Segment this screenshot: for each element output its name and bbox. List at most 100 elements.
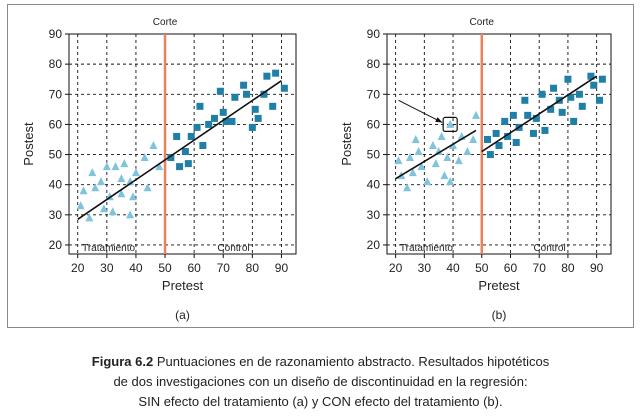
p1-x-tick-label: 20 xyxy=(389,261,403,275)
p1-x-tick-label: 60 xyxy=(504,261,518,275)
caption-line-2: de dos investigaciones con un diseño de … xyxy=(113,374,528,389)
p1-control-point xyxy=(524,111,532,119)
p1-treatment-point xyxy=(443,153,452,162)
p0-treatment-point xyxy=(131,168,140,177)
p0-control-point xyxy=(216,87,224,95)
p1-control-point xyxy=(596,96,604,104)
p1-control-point xyxy=(590,81,598,89)
p1-control-point xyxy=(495,142,503,150)
p0-treatment-point xyxy=(102,162,111,171)
p1-y-tick-label: 70 xyxy=(367,87,381,101)
p0-y-tick-label: 20 xyxy=(49,238,63,252)
p0-control-point xyxy=(280,84,288,92)
p1-y-tick-label: 80 xyxy=(367,57,381,71)
p0-treatment-point xyxy=(79,186,88,195)
p0-treatment-point xyxy=(99,204,108,213)
figure-caption: Figura 6.2 Puntuaciones en de razonamien… xyxy=(0,352,641,412)
p0-y-tick-label: 70 xyxy=(49,87,63,101)
p0-treatment-point xyxy=(155,162,164,171)
p0-treatment-point xyxy=(76,201,85,210)
p0-control-point xyxy=(184,160,192,168)
caption-label: Figura 6.2 xyxy=(91,354,154,369)
p0-control-point xyxy=(222,117,230,125)
p1-treatment-point xyxy=(454,156,463,165)
p1-control-point xyxy=(492,129,500,137)
p1-y-tick-label: 90 xyxy=(367,27,381,41)
p1-control-point xyxy=(486,151,494,159)
p1-treatment-point xyxy=(428,141,437,150)
p0-y-tick-label: 80 xyxy=(49,57,63,71)
p0-x-tick-label: 80 xyxy=(246,261,260,275)
p0-treatment-group-label: Tratamiento xyxy=(82,243,135,254)
p0-treatment-point xyxy=(88,168,97,177)
p0-treatment-point xyxy=(91,183,100,192)
p0-control-point xyxy=(219,108,227,116)
caption-line-3: SIN efecto del tratamiento (a) y CON efe… xyxy=(138,394,503,409)
scatter-panel-a: 20 30 40 50 60 70 80 90 20 30 40 50 60 70 80 90 Corte Tra… xyxy=(21,17,297,322)
p1-treatment-point xyxy=(414,147,423,156)
p1-cutoff-label: Corte xyxy=(470,17,495,28)
p0-control-point xyxy=(251,105,259,113)
p1-y-axis-label: Postest xyxy=(339,122,354,166)
p1-control-point xyxy=(558,108,566,116)
p0-treatment-point xyxy=(111,162,120,171)
p0-panel-label: (a) xyxy=(175,308,190,322)
caption-text-1: Puntuaciones en de razonamiento abstract… xyxy=(156,354,550,369)
p1-control-point xyxy=(547,105,555,113)
p0-control-point xyxy=(269,102,277,110)
p0-regression-line xyxy=(77,80,282,221)
p0-control-point xyxy=(272,69,280,77)
p0-control-point xyxy=(205,120,213,128)
p0-treatment-point xyxy=(149,141,158,150)
p1-control-point xyxy=(578,102,586,110)
p1-control-point xyxy=(501,117,509,125)
p0-control-point xyxy=(173,132,181,140)
p0-y-tick-label: 90 xyxy=(49,27,63,41)
p0-treatment-point xyxy=(129,192,138,201)
p1-plot-area xyxy=(386,33,612,255)
p0-control-point xyxy=(187,132,195,140)
p1-treatment-point xyxy=(423,177,432,186)
p0-control-point xyxy=(176,163,184,171)
p0-treatment-point xyxy=(108,207,117,216)
p0-treatment-point xyxy=(117,174,126,183)
p0-control-point xyxy=(196,102,204,110)
p0-treatment-point xyxy=(140,153,149,162)
p0-x-tick-label: 40 xyxy=(129,261,143,275)
p1-control-point xyxy=(550,84,558,92)
p1-regression-line xyxy=(481,75,598,153)
p1-highlight-arrow-shaft xyxy=(398,99,443,123)
p1-control-point xyxy=(521,96,529,104)
p0-treatment-point xyxy=(117,189,126,198)
p1-treatment-point xyxy=(440,171,449,180)
p1-x-tick-label: 50 xyxy=(475,261,489,275)
p1-control-point xyxy=(484,135,492,143)
p0-control-point xyxy=(248,123,256,131)
p1-treatment-point xyxy=(446,177,455,186)
p0-control-group-label: Control xyxy=(217,243,249,254)
p1-x-tick-label: 70 xyxy=(533,261,547,275)
p0-control-point xyxy=(181,148,189,156)
p0-x-tick-label: 20 xyxy=(71,261,85,275)
p0-x-tick-label: 30 xyxy=(100,261,114,275)
p0-treatment-point xyxy=(126,210,135,219)
p0-y-tick-label: 30 xyxy=(49,208,63,222)
p1-treatment-point xyxy=(405,153,414,162)
scatter-panel-b: 20 30 40 50 60 70 80 90 20 30 40 50 60 70 80 90 Corte Tra… xyxy=(339,17,612,322)
p1-y-tick-label: 60 xyxy=(367,117,381,131)
p1-control-point xyxy=(570,117,578,125)
p1-control-point xyxy=(529,129,537,137)
p0-y-axis-label: Postest xyxy=(21,122,36,166)
p1-treatment-point xyxy=(408,168,417,177)
p1-y-tick-label: 20 xyxy=(367,238,381,252)
p1-control-point xyxy=(564,75,572,83)
p1-control-point xyxy=(504,132,512,140)
p0-x-tick-label: 90 xyxy=(275,261,289,275)
p1-x-tick-label: 90 xyxy=(590,261,604,275)
caption-line-1: Figura 6.2 Puntuaciones en de razonamien… xyxy=(0,352,641,372)
p1-y-tick-label: 40 xyxy=(367,178,381,192)
p1-x-tick-label: 80 xyxy=(561,261,575,275)
p1-treatment-point xyxy=(411,134,420,143)
p1-control-point xyxy=(532,114,540,122)
p1-control-group-label: Control xyxy=(533,243,565,254)
